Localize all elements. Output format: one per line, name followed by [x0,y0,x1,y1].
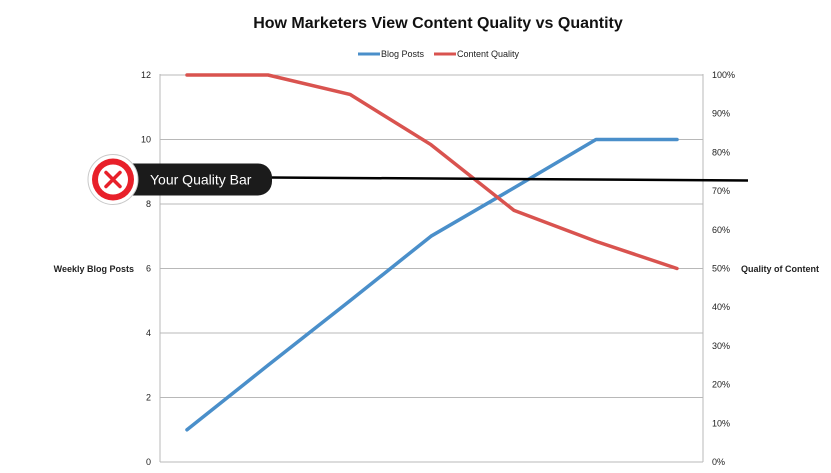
data-point-blog-posts [512,186,516,190]
close-x-icon [87,153,139,205]
right-tick-label: 40% [712,302,730,312]
right-tick-label: 70% [712,186,730,196]
right-tick-label: 60% [712,225,730,235]
data-point-blog-posts [594,138,598,141]
legend-label-blog-posts: Blog Posts [381,49,425,59]
right-tick-label: 20% [712,380,730,390]
y-axis-label: Weekly Blog Posts [54,264,134,274]
right-tick-label: 10% [712,418,730,428]
data-point-content-quality [675,267,679,270]
quality-bar-badge [110,163,272,196]
data-point-blog-posts [185,428,189,432]
quality-bar-annotation: Your Quality Bar [87,153,749,205]
legend-label-content-quality: Content Quality [457,49,520,59]
series-layer [185,73,679,432]
left-tick-label: 2 [146,393,151,403]
right-axis-ticks: 0% 10% 20% 30% 40% 50% 60% 70% 80% 90% 100% [712,70,735,467]
data-point-blog-posts [266,363,270,367]
data-point-content-quality [429,143,433,147]
data-point-blog-posts [348,299,352,303]
left-tick-label: 4 [146,328,151,338]
right-tick-label: 50% [712,264,730,274]
data-point-content-quality [266,73,270,77]
left-tick-label: 8 [146,199,151,209]
data-point-content-quality [185,73,189,77]
left-tick-label: 10 [141,135,151,145]
chart-title: How Marketers View Content Quality vs Qu… [253,15,623,32]
left-tick-label: 0 [146,457,151,467]
left-tick-label: 12 [141,70,151,80]
right-tick-label: 80% [712,147,730,157]
data-point-blog-posts [429,234,433,238]
right-tick-label: 90% [712,109,730,119]
quality-bar-label: Your Quality Bar [150,171,252,187]
y2-axis-label: Quality of Content [741,264,819,274]
left-tick-label: 6 [146,264,151,274]
gridlines [160,74,703,463]
data-point-blog-posts [675,138,679,141]
right-tick-label: 100% [712,70,735,80]
legend: Blog Posts Content Quality [358,49,520,59]
right-tick-label: 30% [712,341,730,351]
data-point-content-quality [512,208,516,212]
data-point-content-quality [594,239,598,243]
left-axis-ticks: 0 2 4 6 8 10 12 [141,70,151,467]
right-tick-label: 0% [712,457,725,467]
data-point-content-quality [348,92,352,96]
quality-bar-line [269,176,749,182]
